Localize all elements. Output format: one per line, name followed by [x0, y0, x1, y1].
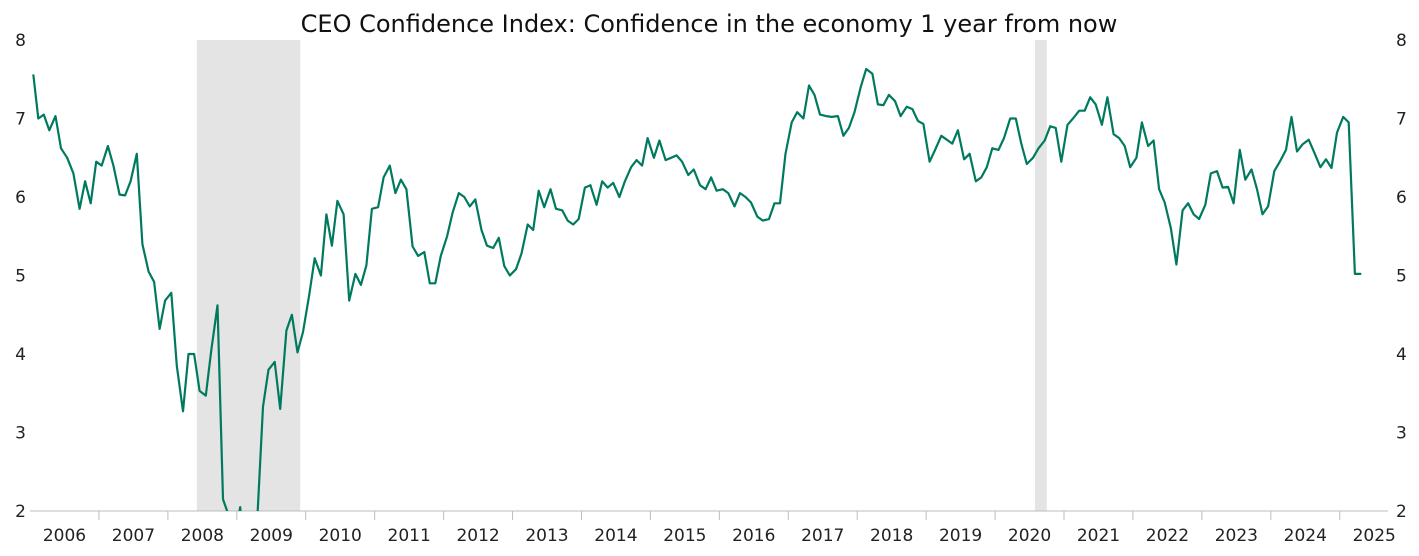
x-tick-label: 2006	[43, 526, 86, 546]
x-tick-label: 2012	[456, 526, 499, 546]
y-tick-left-label: 3	[15, 424, 26, 444]
y-tick-left-label: 6	[15, 188, 26, 208]
y-tick-right-label: 5	[1396, 267, 1407, 287]
series-line-1	[32, 67, 1362, 511]
x-tick-label: 2021	[1077, 526, 1120, 546]
x-tick-label: 2019	[939, 526, 982, 546]
y-axis-left: 2 3 4 5 6 7 8	[15, 31, 26, 522]
y-tick-left-label: 5	[15, 267, 26, 287]
y-axis-right: 2 3 4 5 6 7 8	[1396, 31, 1407, 522]
x-tick-label: 2007	[112, 526, 155, 546]
chart-title: CEO Confidence Index: Confidence in the …	[301, 10, 1118, 38]
x-tick-label: 2008	[181, 526, 224, 546]
x-tick-label: 2010	[319, 526, 362, 546]
y-tick-right-label: 8	[1396, 31, 1407, 51]
series-group	[32, 67, 1362, 511]
x-tick-label: 2025	[1353, 526, 1396, 546]
x-tick-label: 2017	[801, 526, 844, 546]
x-tick-label: 2009	[250, 526, 293, 546]
y-tick-left-label: 4	[15, 345, 26, 365]
x-axis: 2006 2007 2008 2009 2010 2011 2012 2013 2014 2015…	[43, 511, 1396, 546]
x-tick-label: 2018	[870, 526, 913, 546]
y-tick-right-label: 3	[1396, 424, 1407, 444]
x-tick-label: 2015	[663, 526, 706, 546]
x-tick-label: 2011	[388, 526, 431, 546]
y-tick-right-label: 7	[1396, 110, 1407, 130]
x-tick-label: 2020	[1008, 526, 1051, 546]
y-tick-right-label: 6	[1396, 188, 1407, 208]
x-tick-label: 2013	[525, 526, 568, 546]
x-tick-label: 2016	[732, 526, 775, 546]
recession-band-1	[196, 40, 301, 511]
x-tick-label: 2014	[594, 526, 637, 546]
y-tick-right-label: 2	[1396, 502, 1407, 522]
y-tick-left-label: 2	[15, 502, 26, 522]
recession-shading	[196, 40, 1047, 511]
recession-band-2	[1035, 40, 1047, 511]
x-tick-label: 2024	[1284, 526, 1327, 546]
x-tick-label: 2022	[1146, 526, 1189, 546]
y-tick-right-label: 4	[1396, 345, 1407, 365]
y-tick-left-label: 7	[15, 110, 26, 130]
x-tick-label: 2023	[1215, 526, 1258, 546]
y-tick-left-label: 8	[15, 31, 26, 51]
